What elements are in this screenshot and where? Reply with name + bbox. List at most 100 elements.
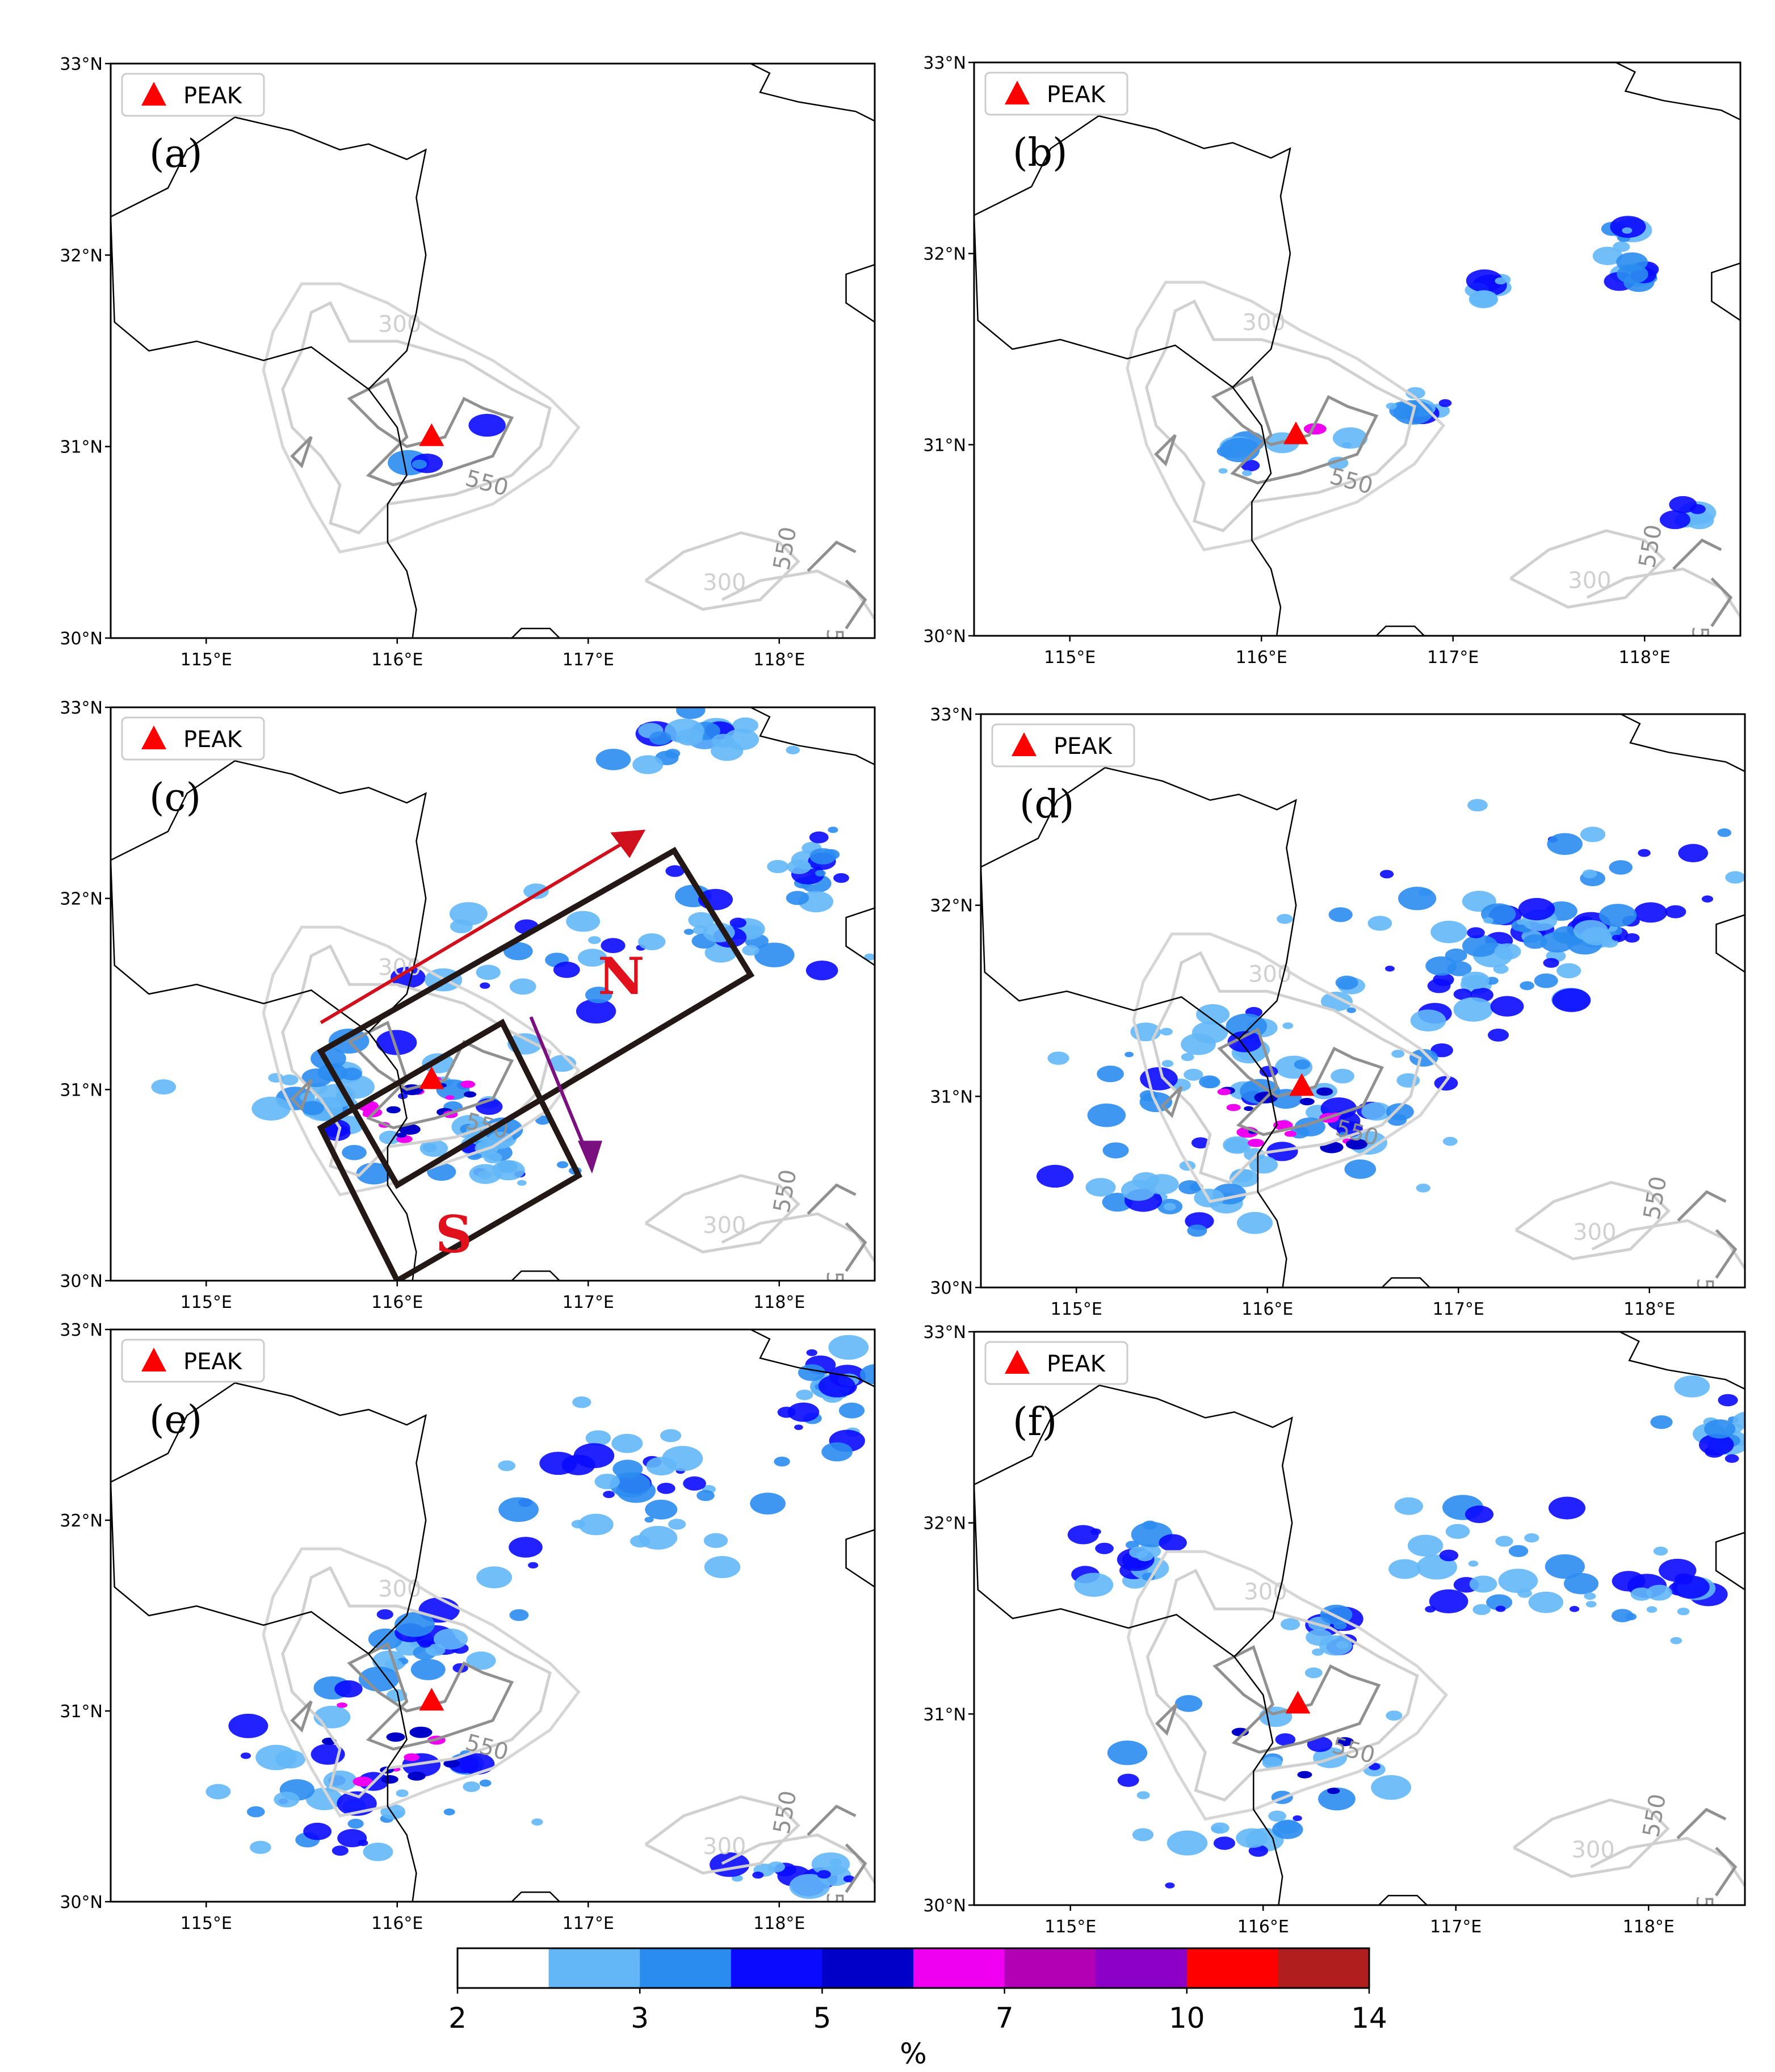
precip-cell (649, 731, 672, 745)
precip-cell (1486, 1594, 1513, 1610)
precip-cell (711, 733, 735, 748)
precip-cell (644, 1517, 654, 1523)
colorbar-segment (548, 1948, 640, 1988)
precip-cell (1462, 934, 1499, 957)
precip-cell (1468, 1561, 1479, 1567)
precip-cell (683, 1476, 706, 1491)
colorbar: 2 3 5 7 10 14% (448, 1947, 1387, 2070)
panel-a: 300 550 300 550 550 PEAK (a) 33°N 32°N 31°N 30°N 11… (60, 54, 876, 670)
map-area: 300 550 300 550 550 (111, 64, 875, 638)
legend: PEAK (991, 723, 1135, 767)
peak-legend-icon (141, 725, 166, 749)
contour-label-se-550: 550 (769, 1789, 802, 1836)
precip-cell (443, 1808, 455, 1815)
panel-frame (110, 62, 876, 639)
precip-cell (1124, 1051, 1134, 1058)
precip-cell (1495, 1605, 1506, 1612)
border-line (1105, 767, 1297, 1040)
precip-cell (1433, 973, 1454, 987)
legend: PEAK (121, 73, 265, 117)
border-line (511, 627, 560, 638)
contour-se-550a (807, 540, 857, 572)
lon-tick-label: 115°E (1044, 648, 1096, 668)
panel-b: 300 550 300 550 550 PEAK (b) 33°N 32°N 31°N 30°N 11… (923, 53, 1742, 668)
panel-label: (b) (1013, 131, 1068, 175)
precip-cell (1438, 399, 1452, 408)
contour-se-550b (845, 1222, 867, 1272)
precip-cell (1174, 1695, 1203, 1712)
precip-cell (412, 459, 427, 469)
precip-cell (809, 831, 829, 844)
precip-cell (645, 1499, 678, 1520)
precip-core (404, 1753, 419, 1761)
peak-legend-icon (1005, 1350, 1030, 1374)
precip-cell (566, 911, 601, 932)
precip-cell (1166, 1830, 1208, 1856)
precip-cell (611, 1433, 643, 1453)
precip-cell (1646, 1584, 1672, 1601)
precip-cell (1385, 966, 1395, 972)
precip-cell (750, 1492, 786, 1515)
precip-cell (1609, 860, 1633, 875)
contour-300 (262, 282, 581, 553)
panel-label: (e) (149, 1398, 202, 1442)
precip-cell (1394, 1497, 1424, 1515)
box-north-label: N (598, 946, 644, 1006)
precip-cell (1664, 905, 1686, 918)
contour-se-outer (1591, 1219, 1745, 1269)
precip-cell (1461, 971, 1490, 989)
panel-c: 300550300550550NSPEAK(c)33°N32°N31°N30°N… (60, 698, 876, 1314)
precip-cell (742, 945, 759, 956)
contour-label-se-550b: 550 (1692, 1278, 1718, 1321)
precip-cell (1718, 1394, 1738, 1407)
precip-cell (603, 1491, 615, 1498)
precip-cell (523, 883, 549, 899)
precip-cell (334, 1680, 363, 1698)
precip-cell (1262, 1756, 1282, 1769)
precip-cell (1675, 1573, 1693, 1585)
contour-label-se-550b: 550 (821, 1271, 847, 1314)
precip-cell (754, 942, 795, 967)
axis-ticks: 33°N 32°N 31°N 30°N 115°E 116°E 117°E 118°E (60, 1320, 805, 1933)
precip-cell (809, 848, 837, 865)
lat-tick-label: 30°N (930, 1278, 973, 1298)
precip-cell (1344, 1159, 1377, 1179)
precip-cell (1213, 1836, 1236, 1850)
precip-cell (480, 982, 490, 989)
precip-cell (787, 1402, 820, 1422)
precip-cell (1634, 902, 1668, 923)
precip-core (1316, 1087, 1333, 1096)
precip-cell (1732, 1411, 1745, 1429)
precip-cell (1545, 1554, 1585, 1579)
precip-cell (509, 1537, 543, 1558)
colorbar-frame (456, 1947, 1370, 1989)
precip-cell (553, 962, 580, 978)
precip-cell (1307, 1736, 1333, 1752)
axis-ticks: 33°N 32°N 31°N 30°N 115°E 116°E 117°E 118°E (923, 1323, 1674, 1937)
precip-cell (1677, 1608, 1690, 1616)
border-line (750, 64, 875, 122)
contour-label-se-550: 550 (1639, 1175, 1672, 1222)
precip-cell (843, 1875, 855, 1882)
precip-cell (1523, 934, 1547, 949)
precip-cell (741, 924, 763, 938)
precip-cell (1145, 1174, 1179, 1195)
border-line (1711, 262, 1740, 321)
lon-tick-label: 117°E (1433, 1299, 1484, 1319)
lon-tick-label: 116°E (371, 1914, 423, 1933)
precip-cell (498, 1497, 539, 1522)
precip-cell (1335, 975, 1358, 990)
colorbar-segment (913, 1948, 1005, 1988)
precip-cell (503, 942, 533, 960)
precip-cell (1616, 252, 1648, 272)
precip-cell (466, 1651, 496, 1670)
legend: PEAK (121, 716, 265, 761)
precip-cell (1211, 1822, 1230, 1834)
precip-cell (1638, 849, 1651, 857)
precip-cell (1328, 907, 1353, 922)
lon-tick-label: 115°E (181, 1293, 232, 1312)
panel-d: 300550300550550PEAK(d)33°N32°N31°N30°N11… (930, 705, 1746, 1321)
legend-label: PEAK (1047, 82, 1106, 108)
